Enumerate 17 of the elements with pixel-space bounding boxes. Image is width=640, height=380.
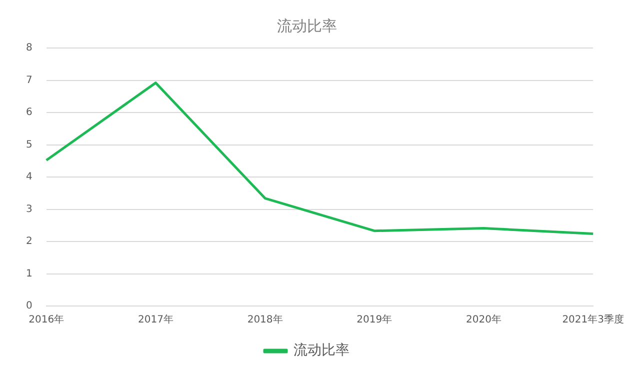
- x-tick-label: 2017年: [138, 314, 174, 326]
- y-tick-label: 0: [26, 300, 32, 312]
- x-tick-label: 2021年3季度: [562, 314, 624, 326]
- y-tick-label: 4: [26, 172, 32, 183]
- y-tick-label: 7: [26, 74, 32, 86]
- y-tick-label: 5: [26, 139, 32, 150]
- y-tick-label: 3: [26, 204, 32, 215]
- y-tick-label: 6: [26, 107, 32, 118]
- x-tick-label: 2018年: [247, 314, 283, 326]
- y-tick-label: 2: [26, 236, 32, 248]
- x-tick-label: 2016年: [28, 314, 64, 326]
- y-tick-label: 8: [26, 42, 32, 54]
- x-tick-label: 2020年: [466, 314, 502, 326]
- chart-title: 流动比率: [277, 16, 337, 35]
- y-tick-label: 1: [26, 268, 32, 280]
- x-tick-label: 2019年: [356, 314, 392, 326]
- legend-label: 流动比率: [294, 342, 350, 359]
